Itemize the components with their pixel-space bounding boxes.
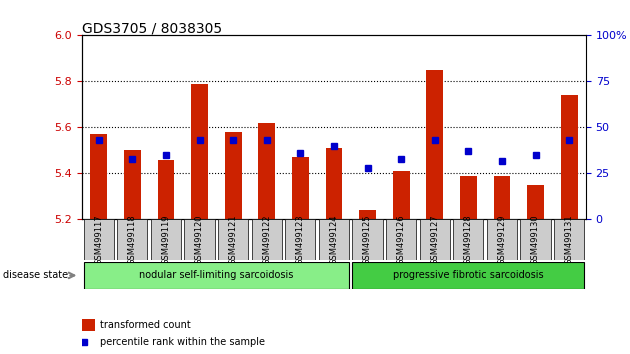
Bar bbox=[258, 123, 275, 219]
Text: GSM499120: GSM499120 bbox=[195, 215, 204, 265]
Text: GSM499129: GSM499129 bbox=[498, 215, 507, 265]
Bar bbox=[225, 132, 241, 219]
Bar bbox=[392, 171, 410, 219]
FancyBboxPatch shape bbox=[84, 219, 114, 260]
Text: GSM499122: GSM499122 bbox=[262, 215, 271, 265]
Text: GSM499128: GSM499128 bbox=[464, 215, 472, 265]
FancyBboxPatch shape bbox=[487, 219, 517, 260]
Bar bbox=[460, 176, 477, 219]
FancyBboxPatch shape bbox=[420, 219, 450, 260]
FancyBboxPatch shape bbox=[386, 219, 416, 260]
Text: GSM499124: GSM499124 bbox=[329, 215, 338, 265]
Text: GSM499119: GSM499119 bbox=[161, 215, 170, 265]
FancyBboxPatch shape bbox=[84, 262, 349, 289]
Text: GSM499123: GSM499123 bbox=[296, 215, 305, 265]
Bar bbox=[158, 160, 175, 219]
Bar bbox=[359, 210, 376, 219]
Text: GSM499125: GSM499125 bbox=[363, 215, 372, 265]
Text: GSM499117: GSM499117 bbox=[94, 215, 103, 265]
Text: progressive fibrotic sarcoidosis: progressive fibrotic sarcoidosis bbox=[393, 270, 544, 280]
FancyBboxPatch shape bbox=[554, 219, 584, 260]
FancyBboxPatch shape bbox=[117, 219, 147, 260]
Bar bbox=[527, 185, 544, 219]
Text: GSM499127: GSM499127 bbox=[430, 215, 439, 265]
FancyBboxPatch shape bbox=[520, 219, 551, 260]
Text: GSM499118: GSM499118 bbox=[128, 215, 137, 265]
FancyBboxPatch shape bbox=[251, 219, 282, 260]
Text: GSM499130: GSM499130 bbox=[531, 215, 540, 265]
Text: GSM499121: GSM499121 bbox=[229, 215, 238, 265]
Text: disease state: disease state bbox=[3, 270, 68, 280]
Text: percentile rank within the sample: percentile rank within the sample bbox=[100, 337, 265, 347]
FancyBboxPatch shape bbox=[352, 219, 382, 260]
Text: transformed count: transformed count bbox=[100, 320, 190, 330]
FancyBboxPatch shape bbox=[285, 219, 316, 260]
Text: GSM499126: GSM499126 bbox=[397, 215, 406, 265]
FancyBboxPatch shape bbox=[319, 219, 349, 260]
Bar bbox=[427, 70, 443, 219]
FancyBboxPatch shape bbox=[352, 262, 584, 289]
Bar bbox=[561, 95, 578, 219]
FancyBboxPatch shape bbox=[151, 219, 181, 260]
Text: GDS3705 / 8038305: GDS3705 / 8038305 bbox=[82, 21, 222, 35]
Bar bbox=[82, 319, 94, 331]
Text: GSM499131: GSM499131 bbox=[564, 215, 573, 265]
Bar bbox=[326, 148, 342, 219]
FancyBboxPatch shape bbox=[218, 219, 248, 260]
FancyBboxPatch shape bbox=[185, 219, 215, 260]
Bar bbox=[493, 176, 510, 219]
Bar bbox=[292, 158, 309, 219]
Bar bbox=[90, 135, 107, 219]
Text: nodular self-limiting sarcoidosis: nodular self-limiting sarcoidosis bbox=[139, 270, 294, 280]
FancyBboxPatch shape bbox=[453, 219, 483, 260]
Bar bbox=[124, 150, 140, 219]
Bar bbox=[191, 84, 208, 219]
